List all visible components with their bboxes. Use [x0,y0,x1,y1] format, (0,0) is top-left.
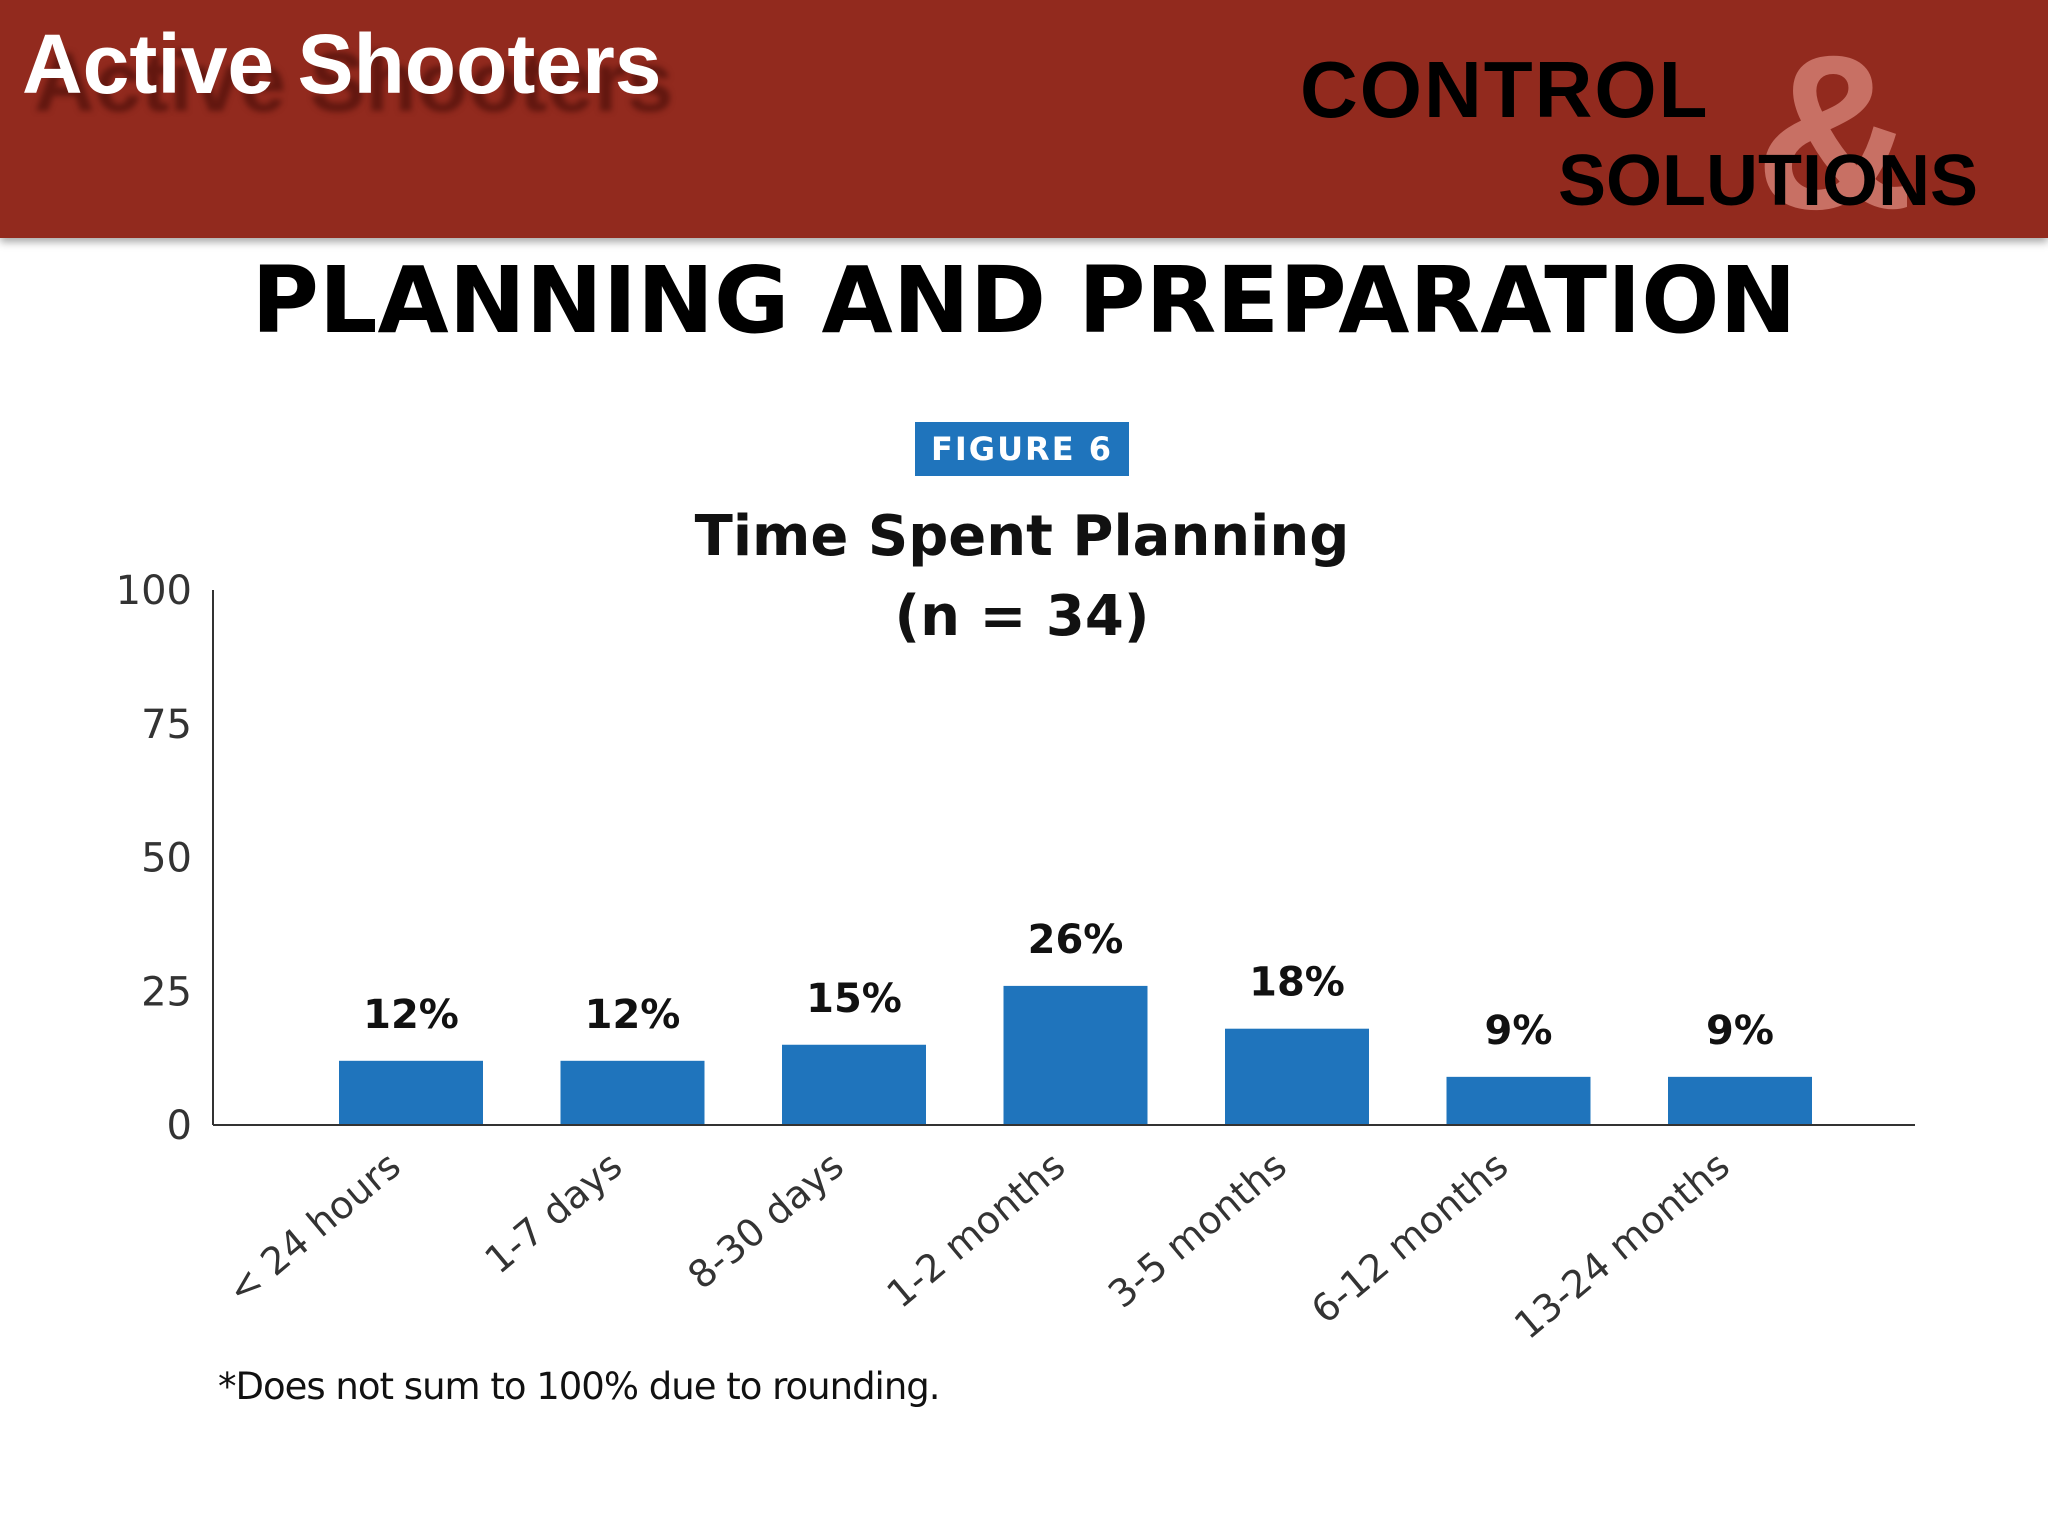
bar [1668,1076,1812,1125]
x-tick-label: 6-12 months [1303,1143,1516,1332]
logo-ampersand: & [1755,9,1914,255]
bar [1003,985,1148,1125]
bar [782,1044,926,1125]
header-bar: Active Shooters & CONTROL SOLUTIONS [0,0,2048,242]
bar-value-label: 26% [1028,917,1124,963]
x-tick-label: < 24 hours [219,1143,409,1312]
bar-value-label: 9% [1706,1008,1774,1054]
header-title: Active Shooters [22,17,662,111]
x-tick-label: 1-7 days [476,1143,630,1282]
x-tick-label: 13-24 months [1506,1143,1738,1347]
figure-label: FIGURE 6 [915,422,1129,476]
x-axis: < 24 hours 1-7 days 8-30 days 1-2 months 3-5… [213,1124,1915,1348]
bar [1446,1076,1591,1125]
logo-word-control: CONTROL [1300,45,1710,134]
bar [339,1060,483,1125]
y-tick-label: 25 [141,969,192,1015]
bar-value-label: 15% [806,976,902,1022]
slide-title: PLANNING AND PREPARATION [251,247,1797,354]
chart-title: Time Spent Planning [695,504,1350,569]
company-logo: & CONTROL SOLUTIONS [1290,22,2030,242]
bar [1225,1028,1369,1125]
logo-word-solutions: SOLUTIONS [1558,141,1979,221]
bar [560,1060,705,1125]
footnote: *Does not sum to 100% due to rounding. [218,1365,941,1408]
y-tick-label: 0 [167,1103,192,1149]
y-tick-label: 50 [141,836,192,882]
bar-value-label: 18% [1249,960,1345,1006]
bar-value-label: 12% [363,992,459,1038]
y-tick-label: 75 [141,702,192,748]
bars: 12% 12% 15% 26% 18% 9% 9% [339,917,1812,1125]
y-axis: 0 25 50 75 100 [116,568,214,1149]
y-tick-label: 100 [116,568,192,614]
x-tick-label: 3-5 months [1100,1143,1295,1316]
x-tick-label: 8-30 days [679,1143,851,1298]
bar-value-label: 12% [585,992,681,1038]
x-tick-label: 1-2 months [879,1143,1074,1316]
chart-subtitle: (n = 34) [895,584,1150,649]
bar-value-label: 9% [1485,1008,1553,1054]
